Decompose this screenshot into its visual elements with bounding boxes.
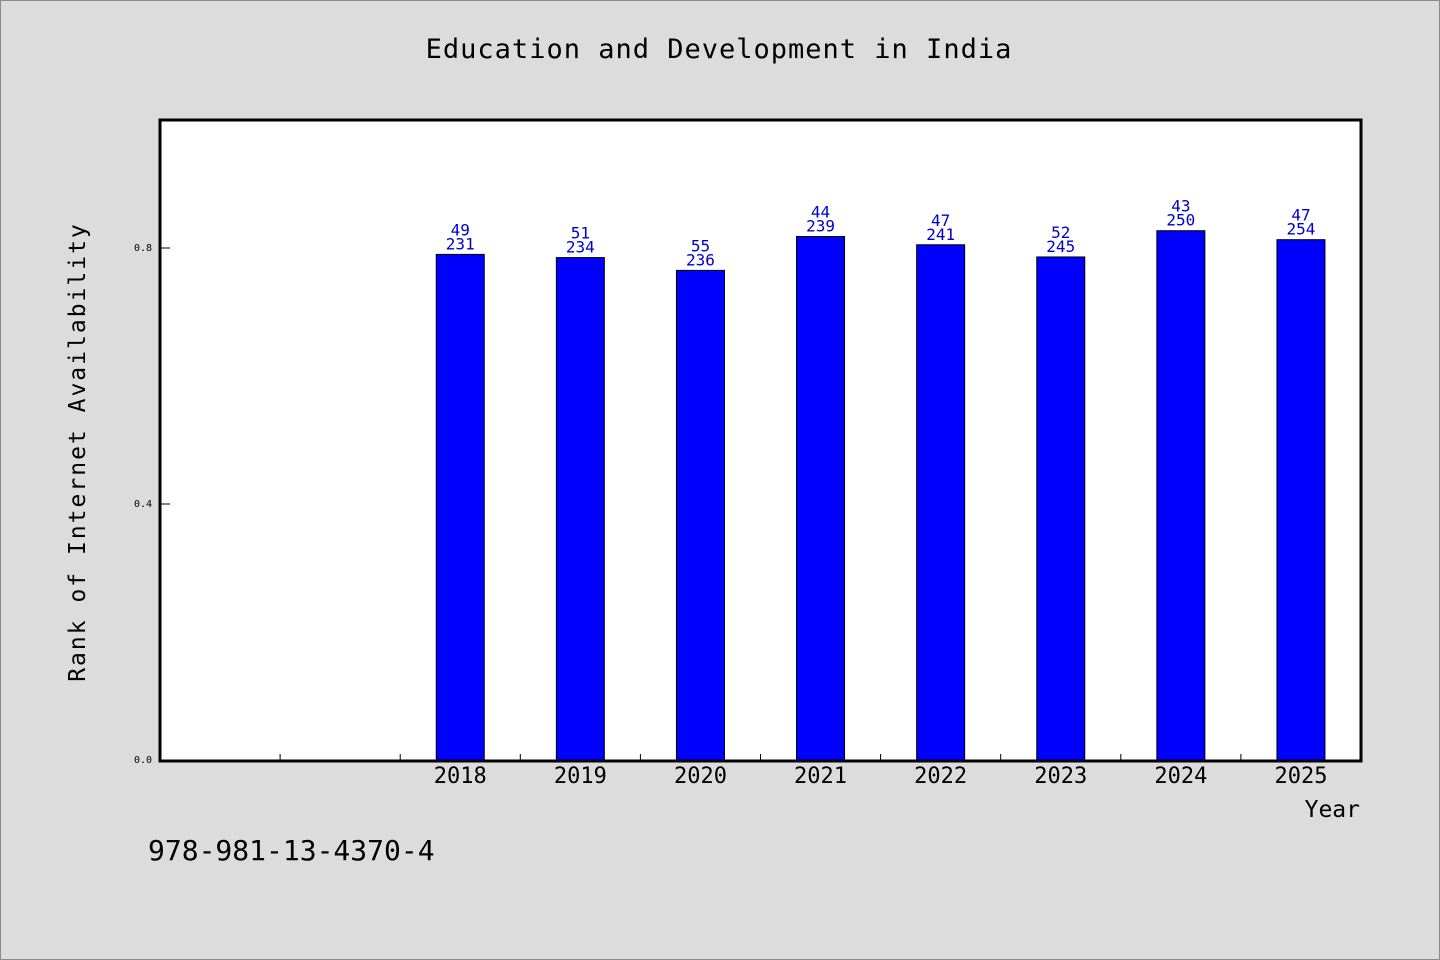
- y-tick-label-0.4: 0.4: [134, 499, 152, 510]
- bar-2023: [1036, 256, 1086, 761]
- bar-2022: [916, 244, 966, 761]
- bar-2019: [555, 257, 605, 761]
- x-tick-label-2024: 2024: [1154, 764, 1207, 789]
- bar-label-bottom-2023: 245: [1046, 237, 1075, 256]
- bar-2025: [1276, 239, 1326, 761]
- bar-label-bottom-2018: 231: [446, 234, 475, 253]
- y-tick-label-0.0: 0.0: [134, 755, 152, 766]
- isbn-text: 978-981-13-4370-4: [148, 834, 435, 867]
- bar-2021: [796, 235, 846, 761]
- plot-border: [158, 118, 1363, 763]
- bar-label-top-2019: 51: [571, 224, 590, 243]
- y-tick-label-0.8: 0.8: [134, 243, 152, 254]
- bar-label-bottom-2022: 241: [926, 225, 955, 244]
- x-tick-label-2021: 2021: [794, 764, 847, 789]
- bar-label-top-2023: 52: [1051, 223, 1070, 242]
- x-tick-label-2018: 2018: [434, 764, 487, 789]
- x-tick-label-2019: 2019: [554, 764, 607, 789]
- x-tick-label-2023: 2023: [1034, 764, 1087, 789]
- bar-label-top-2018: 49: [451, 220, 470, 239]
- x-tick-label-2025: 2025: [1274, 764, 1327, 789]
- bar-label-top-2024: 43: [1171, 197, 1190, 216]
- bar-label-bottom-2024: 250: [1166, 211, 1195, 230]
- bar-label-bottom-2021: 239: [806, 216, 835, 235]
- x-tick-label-2020: 2020: [674, 764, 727, 789]
- bar-2020: [675, 269, 725, 761]
- x-tick-label-2022: 2022: [914, 764, 967, 789]
- bar-label-bottom-2025: 254: [1286, 220, 1315, 239]
- bar-label-top-2021: 44: [811, 202, 830, 221]
- bar-label-top-2022: 47: [931, 211, 950, 230]
- bar-label-bottom-2020: 236: [686, 250, 715, 269]
- bar-label-top-2020: 55: [691, 236, 710, 255]
- x-axis-title: Year: [1305, 797, 1360, 823]
- bar-2018: [435, 253, 485, 761]
- bar-label-bottom-2019: 234: [566, 238, 595, 257]
- bar-label-top-2025: 47: [1291, 206, 1310, 225]
- bar-2024: [1156, 230, 1206, 761]
- chart-title: Education and Development in India: [425, 34, 1013, 65]
